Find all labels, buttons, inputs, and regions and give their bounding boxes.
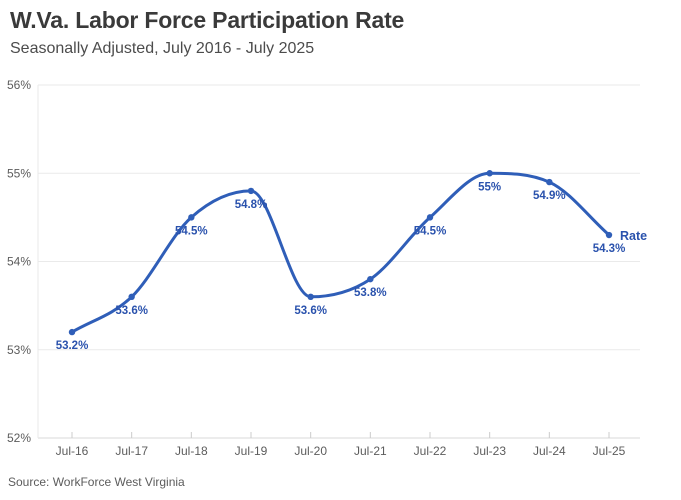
data-point-label: 53.6% [294,305,327,317]
x-axis-label: Jul-23 [473,444,506,458]
data-point-label: 54.3% [593,243,626,255]
data-point-label: 53.8% [354,287,387,299]
y-axis-label: 54% [7,255,31,269]
data-point-marker [426,214,434,221]
x-axis-label: Jul-24 [533,444,566,458]
data-point-label: 54.8% [235,199,268,211]
chart-subtitle: Seasonally Adjusted, July 2016 - July 20… [10,40,315,57]
y-axis-label: 56% [7,78,31,92]
x-axis-label: Jul-17 [115,444,148,458]
x-axis-label: Jul-16 [56,444,89,458]
y-axis-label: 52% [7,431,31,445]
series-end-label: Rate [620,229,647,243]
data-point-marker [605,231,613,239]
data-point-label: 53.6% [115,305,148,317]
data-point-marker [68,328,76,336]
data-point-label: 55% [478,181,501,193]
data-point-label: 54.5% [414,225,447,237]
data-point-marker [128,293,135,300]
data-point-marker [546,178,553,186]
trend-line [70,171,611,334]
source-note: Source: WorkForce West Virginia [8,475,185,489]
x-axis-label: Jul-21 [354,444,387,458]
x-axis-label: Jul-22 [414,444,447,458]
data-point-marker [307,293,314,300]
data-point-label: 54.9% [533,190,566,202]
data-point-label: 54.5% [175,225,208,237]
x-axis-label: Jul-20 [294,444,327,458]
y-axis-label: 55% [7,166,31,180]
data-point-marker [367,275,374,283]
data-point-marker [486,170,493,177]
x-axis-label: Jul-18 [175,444,208,458]
chart-title: W.Va. Labor Force Participation Rate [10,7,405,33]
data-point-marker [188,214,195,221]
x-axis-label: Jul-25 [593,444,626,458]
x-axis-label: Jul-19 [235,444,268,458]
data-point-label: 53.2% [56,340,89,352]
data-point-marker [247,187,255,195]
y-axis-label: 53% [7,343,31,357]
